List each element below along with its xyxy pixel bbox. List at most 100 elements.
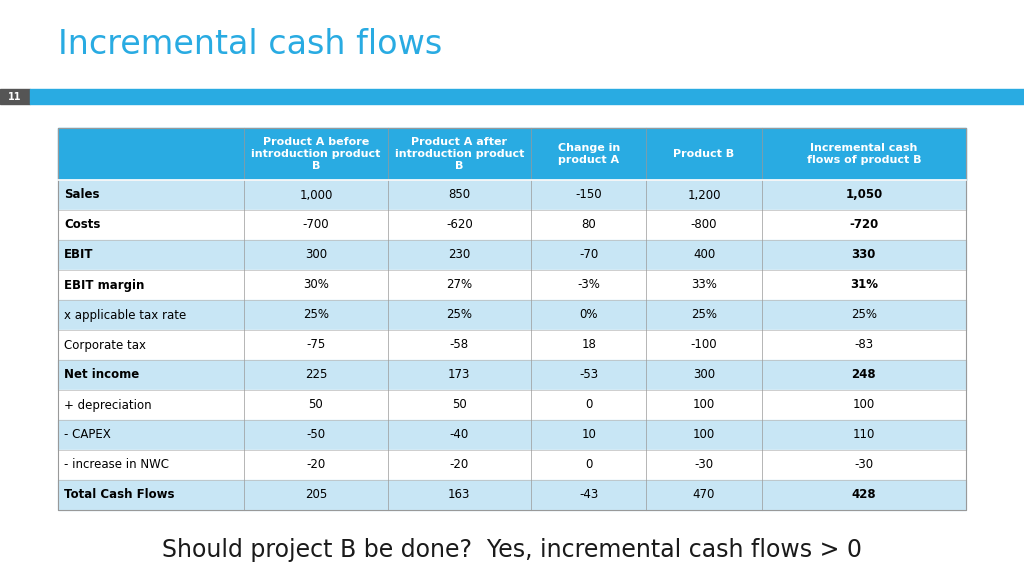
Bar <box>646 210 762 240</box>
Text: -800: -800 <box>691 218 717 232</box>
Bar <box>762 390 966 420</box>
Text: 0: 0 <box>585 458 593 472</box>
Bar <box>58 128 244 180</box>
Bar <box>762 330 966 360</box>
Bar <box>646 128 762 180</box>
Bar <box>244 390 388 420</box>
Bar <box>58 330 244 360</box>
Bar <box>762 450 966 480</box>
Text: -30: -30 <box>854 458 873 472</box>
Bar <box>531 330 646 360</box>
Bar <box>531 480 646 510</box>
Bar <box>646 390 762 420</box>
Bar <box>531 240 646 270</box>
Bar <box>0 89 30 104</box>
Text: 300: 300 <box>693 369 715 381</box>
Bar <box>244 128 388 180</box>
Text: 110: 110 <box>853 429 876 441</box>
Bar <box>762 270 966 300</box>
Bar <box>531 360 646 390</box>
Text: 11: 11 <box>8 92 22 101</box>
Bar <box>58 450 244 480</box>
Text: -720: -720 <box>849 218 879 232</box>
Text: 428: 428 <box>852 488 877 502</box>
Text: -83: -83 <box>854 339 873 351</box>
Bar <box>646 300 762 330</box>
Bar <box>388 240 531 270</box>
Text: 25%: 25% <box>446 309 472 321</box>
Text: 300: 300 <box>305 248 327 262</box>
Bar <box>244 210 388 240</box>
Text: -53: -53 <box>580 369 598 381</box>
Text: 33%: 33% <box>691 279 717 291</box>
Bar <box>244 270 388 300</box>
Bar <box>531 180 646 210</box>
Text: EBIT: EBIT <box>63 248 93 262</box>
Bar <box>388 480 531 510</box>
Bar <box>531 128 646 180</box>
Bar <box>762 300 966 330</box>
Bar <box>646 420 762 450</box>
Text: 163: 163 <box>449 488 470 502</box>
Bar <box>58 210 244 240</box>
Bar <box>762 420 966 450</box>
Text: -20: -20 <box>450 458 469 472</box>
Text: 100: 100 <box>853 399 874 411</box>
Text: + depreciation: + depreciation <box>63 399 152 411</box>
Text: Net income: Net income <box>63 369 139 381</box>
Bar <box>388 450 531 480</box>
Text: -700: -700 <box>302 218 329 232</box>
Bar <box>388 270 531 300</box>
Text: 470: 470 <box>693 488 715 502</box>
Bar <box>244 480 388 510</box>
Text: 10: 10 <box>582 429 596 441</box>
Text: 205: 205 <box>305 488 327 502</box>
Bar <box>646 450 762 480</box>
Text: -150: -150 <box>575 188 602 202</box>
Bar <box>646 330 762 360</box>
Bar <box>244 330 388 360</box>
Text: -50: -50 <box>306 429 326 441</box>
Text: -3%: -3% <box>578 279 600 291</box>
Text: 25%: 25% <box>303 309 329 321</box>
Text: 248: 248 <box>852 369 877 381</box>
Text: Product A before
introduction product
B: Product A before introduction product B <box>251 137 381 171</box>
Bar <box>762 180 966 210</box>
Bar <box>244 360 388 390</box>
Bar <box>58 180 244 210</box>
Text: x applicable tax rate: x applicable tax rate <box>63 309 186 321</box>
Text: -58: -58 <box>450 339 469 351</box>
Text: Product A after
introduction product
B: Product A after introduction product B <box>394 137 524 171</box>
Text: 25%: 25% <box>691 309 717 321</box>
Text: -30: -30 <box>694 458 714 472</box>
Bar <box>58 390 244 420</box>
Bar <box>646 270 762 300</box>
Text: 27%: 27% <box>446 279 472 291</box>
Text: 31%: 31% <box>850 279 878 291</box>
Text: 50: 50 <box>452 399 467 411</box>
Bar <box>388 420 531 450</box>
Text: 173: 173 <box>449 369 470 381</box>
Bar <box>531 420 646 450</box>
Bar <box>531 390 646 420</box>
Bar <box>762 240 966 270</box>
Text: -620: -620 <box>446 218 473 232</box>
Bar <box>531 210 646 240</box>
Text: Incremental cash
flows of product B: Incremental cash flows of product B <box>807 143 922 165</box>
Text: 850: 850 <box>449 188 470 202</box>
Text: 50: 50 <box>308 399 324 411</box>
Bar <box>244 420 388 450</box>
Text: Sales: Sales <box>63 188 99 202</box>
Text: - increase in NWC: - increase in NWC <box>63 458 169 472</box>
Text: -75: -75 <box>306 339 326 351</box>
Bar <box>244 180 388 210</box>
Bar <box>388 180 531 210</box>
Bar <box>762 360 966 390</box>
Text: Corporate tax: Corporate tax <box>63 339 146 351</box>
Text: - CAPEX: - CAPEX <box>63 429 111 441</box>
Bar <box>58 480 244 510</box>
Bar <box>388 300 531 330</box>
Bar <box>531 270 646 300</box>
Bar <box>58 270 244 300</box>
Text: Total Cash Flows: Total Cash Flows <box>63 488 174 502</box>
